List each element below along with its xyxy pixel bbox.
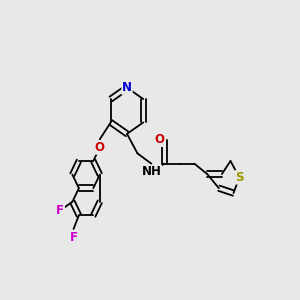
Text: N: N [122, 81, 132, 94]
Text: O: O [154, 133, 165, 146]
Text: S: S [235, 171, 244, 184]
Text: F: F [56, 204, 64, 217]
Text: O: O [95, 141, 105, 154]
Text: NH: NH [142, 165, 161, 178]
Text: F: F [70, 231, 77, 244]
